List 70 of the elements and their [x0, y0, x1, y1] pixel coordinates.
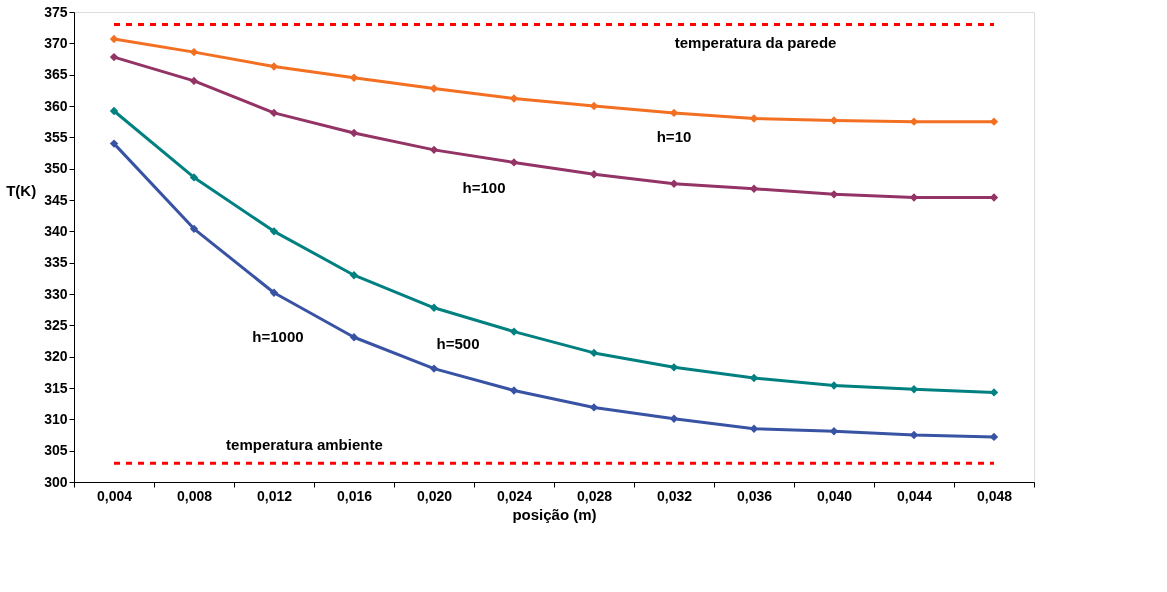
point [349, 333, 359, 342]
ref-line-label: temperatura ambiente [226, 436, 383, 454]
x-tick-label: 0,048 [976, 487, 1013, 504]
y-tick-label: 320 [44, 348, 68, 365]
series-label: h=10 [656, 127, 692, 145]
point [269, 62, 279, 71]
x-tick-label: 0,024 [496, 487, 533, 504]
x-axis-title: posição (m) [512, 505, 597, 523]
point [589, 170, 599, 179]
y-tick-label: 325 [44, 316, 68, 333]
x-tick-label: 0,020 [416, 487, 453, 504]
point [829, 381, 839, 390]
point [589, 348, 599, 358]
x-tick-label: 0,004 [96, 487, 133, 504]
y-tick-label: 315 [44, 379, 68, 396]
point [509, 94, 519, 103]
point [749, 424, 759, 433]
point [429, 145, 439, 155]
y-tick-label: 335 [44, 254, 68, 271]
x-tick-label: 0,044 [896, 487, 933, 504]
point [109, 106, 119, 116]
y-tick-label: 360 [44, 97, 68, 114]
y-tick-label: 300 [44, 473, 68, 490]
y-tick-label: 375 [44, 3, 68, 20]
ref-line-label: temperatura da parede [674, 33, 837, 51]
point [669, 179, 679, 188]
point [749, 114, 759, 123]
point [189, 173, 199, 182]
y-axis-title: T(K) [6, 182, 37, 200]
y-tick-label: 370 [44, 34, 68, 51]
point [269, 227, 279, 236]
y-tick-label: 355 [44, 128, 68, 145]
x-tick-label: 0,040 [816, 487, 853, 504]
point [989, 117, 999, 126]
point [109, 139, 119, 148]
point [989, 388, 999, 397]
y-tick-label: 310 [44, 410, 68, 427]
point [669, 414, 679, 423]
y-tick-label: 330 [44, 285, 68, 302]
point [349, 128, 359, 138]
x-tick-label: 0,028 [576, 487, 613, 504]
point [669, 363, 679, 372]
point [189, 76, 199, 86]
point [349, 73, 359, 82]
series-label: h=1000 [252, 327, 304, 345]
point [349, 271, 359, 280]
series-label: h=100 [462, 179, 506, 197]
y-tick-label: 350 [44, 160, 68, 177]
point [109, 34, 119, 44]
point [429, 364, 439, 373]
point [429, 84, 439, 93]
y-tick-label: 365 [44, 66, 68, 83]
x-tick-label: 0,012 [256, 487, 293, 504]
x-tick-label: 0,008 [176, 487, 213, 504]
point [509, 386, 519, 395]
x-tick-label: 0,016 [336, 487, 373, 504]
x-tick-label: 0,032 [656, 487, 693, 504]
y-tick-label: 340 [44, 222, 68, 239]
y-tick-label: 305 [44, 442, 68, 459]
series-label: h=500 [436, 334, 480, 352]
point [269, 108, 279, 118]
point [109, 52, 119, 62]
point [509, 158, 519, 167]
point [509, 327, 519, 336]
point [429, 303, 439, 312]
point [189, 224, 199, 234]
point [269, 288, 279, 297]
point [589, 403, 599, 412]
x-tick-label: 0,036 [736, 487, 773, 504]
y-tick-label: 345 [44, 191, 68, 208]
